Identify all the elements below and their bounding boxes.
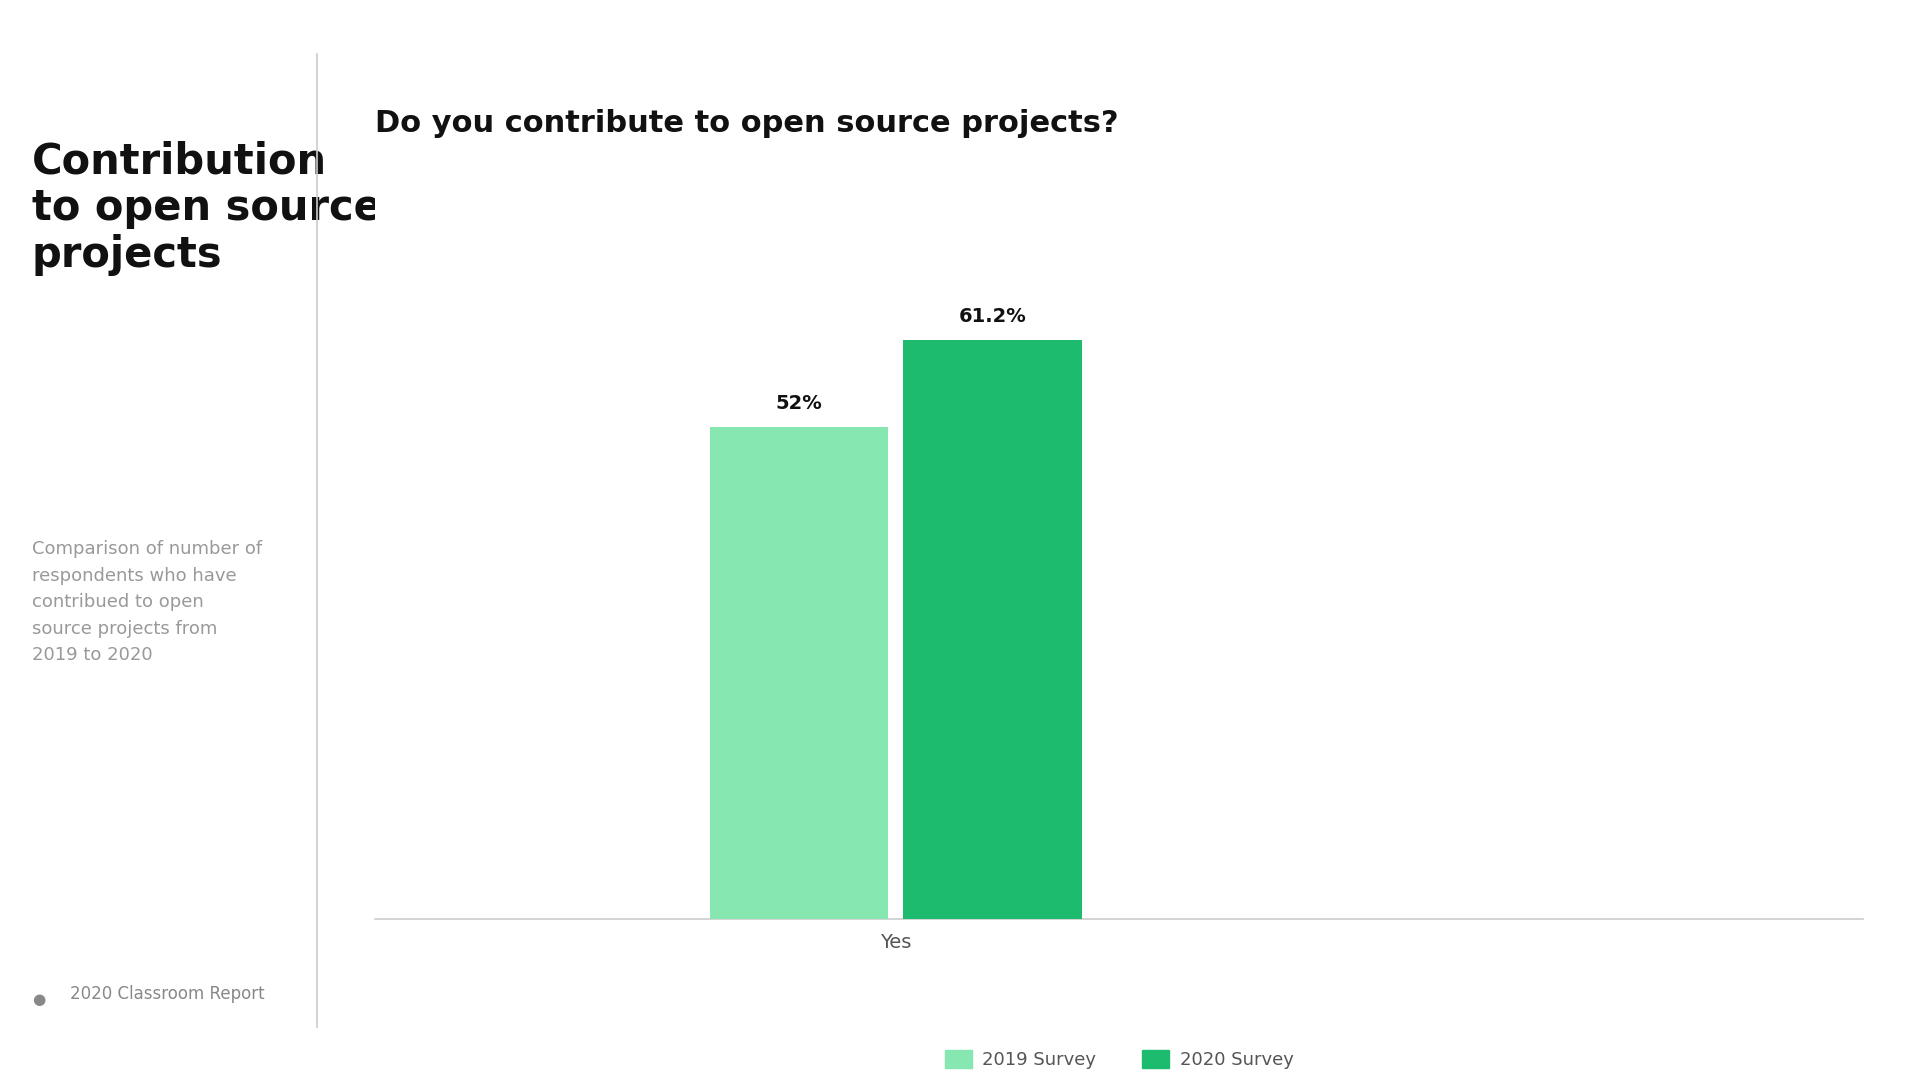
Bar [709, 427, 888, 919]
Text: Do you contribute to open source projects?: Do you contribute to open source project… [375, 108, 1118, 137]
Text: 52%: 52% [776, 393, 822, 413]
Text: Contribution
to open source
projects: Contribution to open source projects [31, 141, 382, 277]
Bar [903, 339, 1082, 919]
Text: 61.2%: 61.2% [959, 307, 1026, 325]
Legend: 2019 Survey, 2020 Survey: 2019 Survey, 2020 Survey [937, 1042, 1301, 1077]
Text: ●: ● [31, 992, 44, 1007]
Text: 2020 Classroom Report: 2020 Classroom Report [69, 985, 265, 1003]
Text: Comparison of number of
respondents who have
contribued to open
source projects : Comparison of number of respondents who … [31, 540, 261, 664]
